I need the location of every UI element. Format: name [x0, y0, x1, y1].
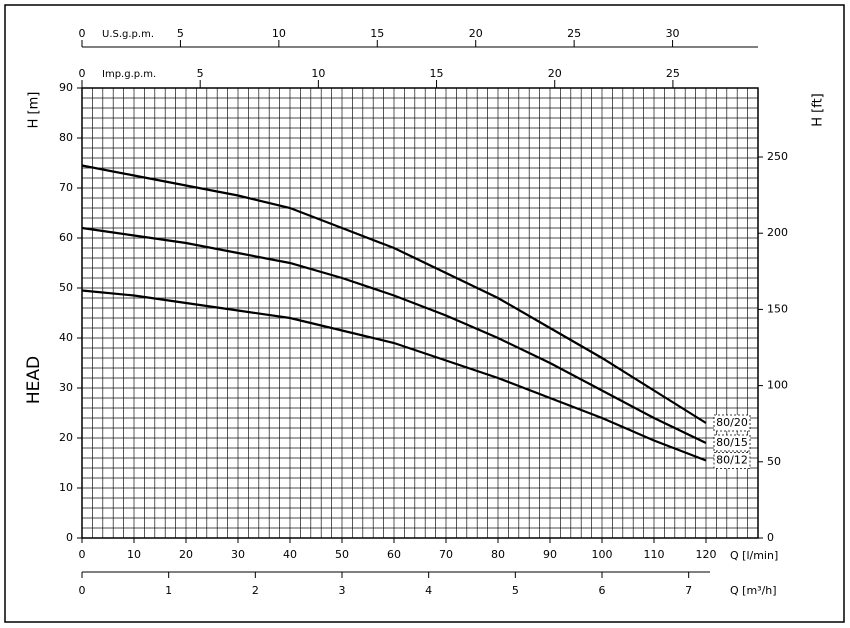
x-tick-label: 20 [179, 548, 193, 561]
side-label: HEAD [24, 356, 44, 404]
x-tick-label: 110 [644, 548, 665, 561]
curve-label: 80/12 [716, 454, 748, 467]
imp-gpm-axis-label: Imp.g.p.m. [102, 69, 156, 80]
x-tick-label: 50 [335, 548, 349, 561]
imp-gpm-tick-label: 20 [548, 67, 562, 80]
imp-gpm-tick-label: 25 [666, 67, 680, 80]
x-tick-label: 100 [592, 548, 613, 561]
x-tick-label: 30 [231, 548, 245, 561]
us-gpm-axis-label: U.S.g.p.m. [102, 29, 154, 40]
y2-tick-label: 50 [767, 455, 781, 468]
us-gpm-tick-label: 30 [666, 27, 680, 40]
x-tick-label: 0 [79, 548, 86, 561]
curve-label-box [713, 434, 751, 452]
us-gpm-tick-label: 5 [177, 27, 184, 40]
m3h-tick-label: 1 [165, 584, 172, 597]
x-axis-label: Q [l/min] [730, 549, 778, 562]
x-tick-label: 80 [491, 548, 505, 561]
us-gpm-tick-label: 15 [370, 27, 384, 40]
imp-gpm-tick-label: 15 [430, 67, 444, 80]
us-gpm-tick-label: 0 [79, 27, 86, 40]
m3h-tick-label: 3 [339, 584, 346, 597]
y-tick-label: 20 [59, 431, 73, 444]
y2-tick-label: 200 [767, 226, 788, 239]
m3h-tick-label: 2 [252, 584, 259, 597]
y-tick-label: 90 [59, 81, 73, 94]
y-tick-label: 50 [59, 281, 73, 294]
y2-tick-label: 150 [767, 302, 788, 315]
us-gpm-tick-label: 25 [567, 27, 581, 40]
y-tick-label: 30 [59, 381, 73, 394]
x-tick-label: 70 [439, 548, 453, 561]
y-axis-label: H [m] [27, 92, 42, 129]
y-tick-label: 10 [59, 481, 73, 494]
y-tick-label: 40 [59, 331, 73, 344]
imp-gpm-tick-label: 0 [79, 67, 86, 80]
y2-axis-label: H [ft] [811, 93, 826, 127]
curve-label: 80/20 [716, 416, 748, 429]
us-gpm-tick-label: 20 [469, 27, 483, 40]
x-tick-label: 40 [283, 548, 297, 561]
m3h-tick-label: 6 [599, 584, 606, 597]
imp-gpm-tick-label: 10 [311, 67, 325, 80]
m3h-tick-label: 7 [685, 584, 692, 597]
plot-border [81, 87, 759, 539]
m3h-axis-label: Q [m³/h] [730, 584, 777, 597]
y-tick-label: 0 [66, 531, 73, 544]
us-gpm-tick-label: 10 [272, 27, 286, 40]
y2-tick-label: 0 [767, 531, 774, 544]
curve-label-box [713, 452, 751, 469]
x-tick-label: 90 [543, 548, 557, 561]
m3h-tick-label: 5 [512, 584, 519, 597]
m3h-tick-label: 0 [79, 584, 86, 597]
curve [81, 289, 707, 462]
y2-tick-label: 100 [767, 379, 788, 392]
curve-label: 80/15 [716, 436, 748, 449]
x-tick-label: 60 [387, 548, 401, 561]
frame [4, 4, 845, 623]
y-tick-label: 80 [59, 131, 73, 144]
y-tick-label: 60 [59, 231, 73, 244]
curve [81, 164, 707, 424]
imp-gpm-tick-label: 5 [197, 67, 204, 80]
m3h-tick-label: 4 [425, 584, 432, 597]
y2-tick-label: 250 [767, 150, 788, 163]
curve [81, 226, 707, 444]
y-tick-label: 70 [59, 181, 73, 194]
x-tick-label: 120 [696, 548, 717, 561]
curve-label-box [713, 414, 751, 432]
x-tick-label: 10 [127, 548, 141, 561]
